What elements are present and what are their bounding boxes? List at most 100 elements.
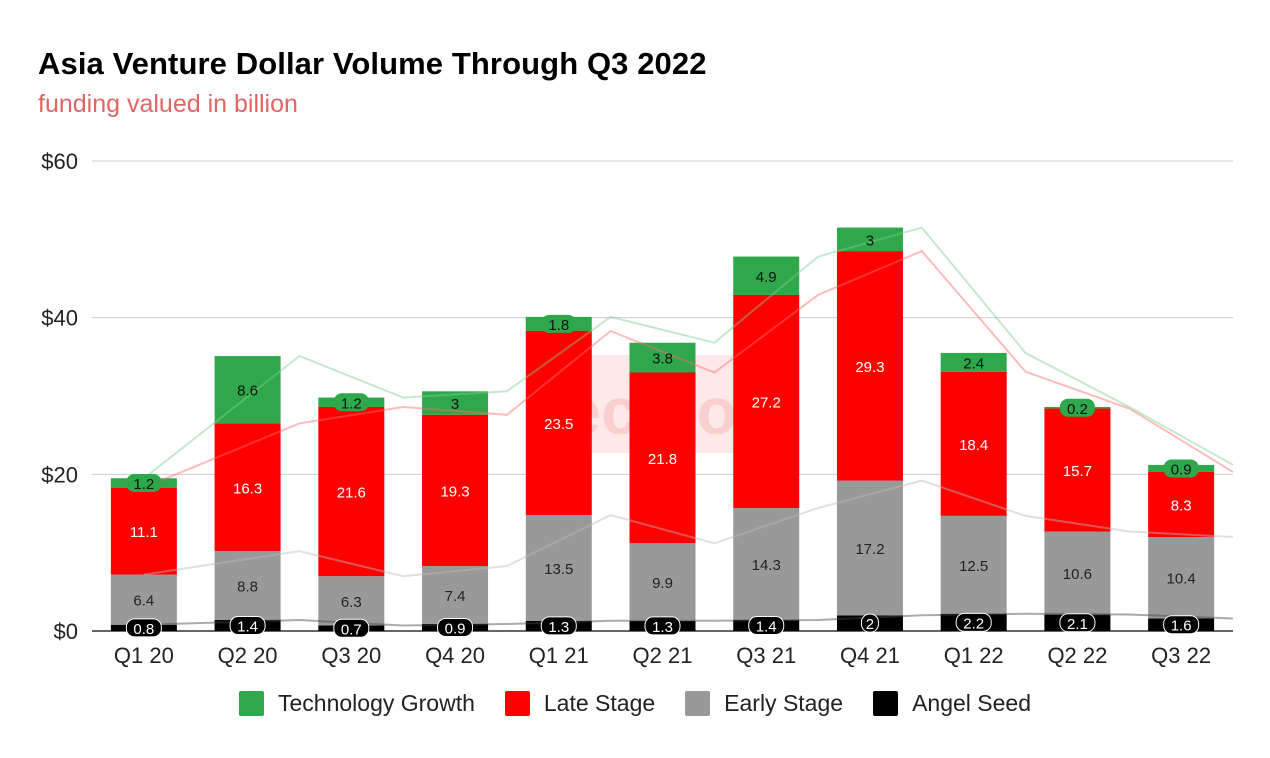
x-tick-label: Q4 21: [840, 643, 900, 668]
chart-title: Asia Venture Dollar Volume Through Q3 20…: [38, 46, 707, 81]
stacked-bar-chart: $0$20$40$60Techloy.0.81.40.70.91.31.31.4…: [41, 149, 1234, 668]
legend-label: Early Stage: [724, 690, 844, 716]
data-label: 10.4: [1167, 571, 1196, 588]
bar-segment: [836, 251, 903, 481]
bar-segment: [214, 356, 281, 424]
legend-swatch: [239, 691, 264, 716]
data-label: 23.5: [544, 416, 573, 433]
data-label-bg: [437, 617, 474, 637]
bar-segment: [836, 480, 903, 616]
bar-segment: [629, 543, 696, 621]
data-label: 3: [866, 232, 874, 249]
legend-label: Late Stage: [543, 690, 656, 716]
data-label: 10.6: [1063, 566, 1092, 583]
data-label-bg: [1059, 398, 1095, 417]
legend-swatch: [873, 691, 899, 716]
bar-segment: [629, 372, 696, 544]
trendline-total: [143, 226, 1234, 480]
legend-item: Technology Growth: [239, 690, 475, 717]
data-label: 17.2: [855, 541, 884, 558]
data-label: 6.3: [341, 594, 362, 611]
data-label: 15.7: [1063, 463, 1092, 480]
data-label-bg: [748, 616, 785, 636]
data-label: 8.8: [237, 579, 258, 596]
data-label: 13.5: [544, 561, 573, 578]
data-label: 1.2: [341, 395, 362, 412]
data-label-bg: [333, 393, 369, 412]
bar-segment: [733, 294, 800, 509]
x-tick-label: Q1 20: [114, 643, 174, 668]
data-label: 29.3: [855, 359, 884, 376]
data-label: 1.2: [133, 476, 154, 493]
bar-segment: [422, 414, 489, 566]
legend-swatch: [685, 691, 711, 716]
data-label-bg: [644, 616, 681, 636]
chart-subtitle: funding valued in billion: [38, 90, 298, 118]
data-label: 21.6: [337, 485, 366, 502]
data-label: 2.2: [963, 615, 984, 632]
y-tick-label: $20: [41, 462, 78, 487]
data-label: 0.7: [341, 621, 362, 638]
bar-segment: [733, 508, 800, 621]
data-label: 1.6: [1171, 618, 1192, 635]
bar-segment: [318, 576, 385, 626]
data-label: 8.6: [237, 383, 258, 400]
trendline-angel-seed: [143, 612, 1234, 627]
bar-segment: [1044, 408, 1111, 532]
bar-segment: [940, 352, 1007, 372]
x-tick-label: Q3 22: [1151, 643, 1211, 668]
data-label: 3.8: [652, 351, 673, 368]
bar-segment: [525, 330, 592, 516]
data-label: 2.4: [963, 355, 984, 372]
data-label-bg: [540, 616, 577, 636]
data-label: 14.3: [752, 557, 781, 574]
bar-segment: [110, 487, 177, 575]
x-tick-label: Q2 22: [1047, 643, 1107, 668]
data-label: 3: [451, 396, 459, 413]
data-label-bg: [125, 618, 162, 638]
data-label: 19.3: [440, 483, 469, 500]
x-tick-label: Q2 21: [633, 643, 693, 668]
data-label-bg: [860, 613, 879, 633]
legend-item: Early Stage: [685, 690, 843, 717]
x-tick-label: Q3 20: [321, 643, 381, 668]
legend: Technology Growth Late Stage Early Stage An…: [0, 690, 1270, 717]
y-tick-label: $40: [41, 306, 78, 331]
data-label: 1.3: [548, 619, 569, 636]
bar-segment: [214, 551, 281, 621]
bar-segment: [1148, 471, 1215, 537]
trendline-late-stage: [143, 249, 1234, 489]
data-label-bg: [1163, 459, 1199, 478]
data-label: 9.9: [652, 575, 673, 592]
bar-segment: [733, 256, 800, 295]
data-label-bg: [126, 473, 162, 492]
x-tick-label: Q2 20: [218, 643, 278, 668]
data-label: 0.9: [1171, 461, 1192, 478]
data-label-bg: [333, 618, 370, 638]
bar-segment: [1044, 531, 1111, 615]
bar-segment: [214, 423, 281, 552]
legend-label: Angel Seed: [912, 690, 1031, 716]
legend-item: Late Stage: [504, 690, 656, 717]
bar-segment: [940, 515, 1007, 614]
x-tick-label: Q4 20: [425, 643, 485, 668]
data-label: 27.2: [752, 394, 781, 411]
bar-segment: [836, 227, 903, 252]
bar-segment: [940, 371, 1007, 516]
data-label: 1.8: [548, 317, 569, 334]
data-label: 6.4: [133, 593, 154, 610]
bar-segment: [629, 342, 696, 373]
data-label: 2: [866, 616, 874, 633]
data-label: 7.4: [445, 588, 466, 605]
bar-segment: [422, 565, 489, 624]
data-label: 1.4: [756, 619, 777, 636]
trendline-early-stage: [143, 479, 1234, 578]
x-tick-label: Q3 21: [736, 643, 796, 668]
data-label-bg: [229, 616, 266, 636]
legend-label: Technology Growth: [278, 690, 475, 716]
data-label: 12.5: [959, 558, 988, 575]
data-label-bg: [1163, 615, 1200, 635]
data-label-bg: [1059, 613, 1096, 633]
data-label: 4.9: [756, 269, 777, 286]
legend-item: Angel Seed: [873, 690, 1031, 717]
